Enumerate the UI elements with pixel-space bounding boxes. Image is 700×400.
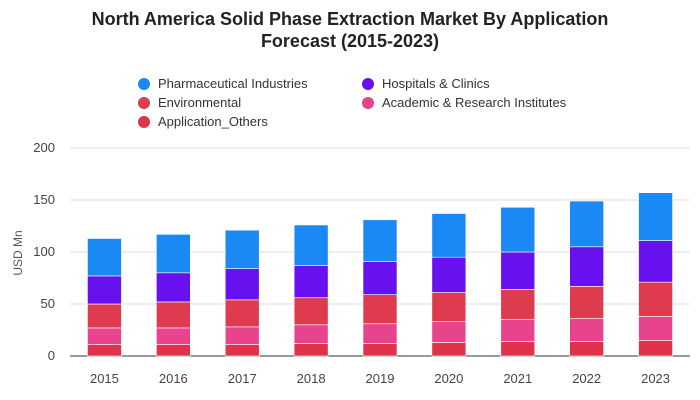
legend-item-hospitals[interactable]: Hospitals & Clinics <box>362 76 490 91</box>
bar-segment-environmental <box>293 297 329 326</box>
legend-dot <box>362 77 374 90</box>
bar-segment-application-others <box>569 341 604 357</box>
bar-segment-hospitals-clinics <box>638 240 673 283</box>
bar-segment-pharmaceutical-industries <box>293 224 329 266</box>
bar-segment-application-others <box>87 344 122 357</box>
bar-segment-hospitals-clinics <box>431 256 467 293</box>
x-axis: 2015 2016 2017 2018 2019 2020 2021 2022 2023 <box>90 371 670 386</box>
y-tick-label: 0 <box>48 348 55 363</box>
chart-title-line1: North America Solid Phase Extraction Mar… <box>91 9 609 29</box>
bar-segment-academic-research-institutes <box>224 326 260 345</box>
legend-label: Application_Others <box>158 114 268 129</box>
legend-label: Pharmaceutical Industries <box>158 76 308 91</box>
bar-segment-pharmaceutical-industries <box>431 213 467 258</box>
bar-segment-academic-research-institutes <box>362 323 398 344</box>
bar-stack-2016 <box>156 234 191 357</box>
bar-segment-application-others <box>224 344 260 357</box>
x-tick-label: 2020 <box>434 371 463 386</box>
legend-item-application-others[interactable]: Application_Others <box>138 114 268 129</box>
bar-segment-environmental <box>362 294 398 325</box>
bar-segment-pharmaceutical-industries <box>87 238 122 277</box>
legend-label: Hospitals & Clinics <box>382 76 490 91</box>
x-tick-label: 2015 <box>90 371 119 386</box>
bar-segment-application-others <box>431 342 467 357</box>
bar-segment-environmental <box>431 292 467 322</box>
bar-segment-pharmaceutical-industries <box>569 200 604 248</box>
legend-dot <box>138 115 150 128</box>
bar-segment-academic-research-institutes <box>500 319 536 342</box>
bar-segment-application-others <box>156 344 191 357</box>
bar-segment-environmental <box>569 286 604 319</box>
bar-segment-environmental <box>87 303 122 329</box>
legend-item-academic[interactable]: Academic & Research Institutes <box>362 95 566 110</box>
bar-segment-environmental <box>156 301 191 329</box>
bar-segment-academic-research-institutes <box>431 321 467 343</box>
bar-segment-academic-research-institutes <box>156 327 191 345</box>
bar-segment-academic-research-institutes <box>293 324 329 344</box>
x-tick-label: 2016 <box>159 371 188 386</box>
bar-segment-academic-research-institutes <box>638 316 673 341</box>
x-tick-label: 2023 <box>641 371 670 386</box>
y-tick-label: 200 <box>33 140 55 155</box>
legend-label: Environmental <box>158 95 242 110</box>
y-axis: 0 50 100 150 200 <box>33 140 55 363</box>
x-tick-label: 2021 <box>503 371 532 386</box>
bar-segment-hospitals-clinics <box>156 272 191 303</box>
bar-segment-hospitals-clinics <box>500 251 536 290</box>
y-axis-label: USD Mn <box>11 230 25 275</box>
bar-segment-application-others <box>362 343 398 357</box>
y-tick-label: 100 <box>33 244 55 259</box>
x-tick-label: 2018 <box>297 371 326 386</box>
bar-segment-application-others <box>500 341 536 357</box>
chart-title: North America Solid Phase Extraction Mar… <box>0 8 700 52</box>
bar-segment-hospitals-clinics <box>362 261 398 295</box>
bar-stack-2023 <box>638 192 673 357</box>
bar-segment-application-others <box>293 343 329 357</box>
bar-stack-2018 <box>293 224 329 357</box>
bar-segment-academic-research-institutes <box>87 327 122 345</box>
x-tick-label: 2022 <box>572 371 601 386</box>
bar-stack-2021 <box>500 206 536 357</box>
x-tick-label: 2017 <box>228 371 257 386</box>
bar-segment-academic-research-institutes <box>569 318 604 342</box>
legend-dot <box>138 96 150 109</box>
bar-segment-hospitals-clinics <box>569 246 604 287</box>
bar-segment-pharmaceutical-industries <box>362 219 398 262</box>
bar-segment-environmental <box>224 299 260 328</box>
legend-item-pharmaceutical[interactable]: Pharmaceutical Industries <box>138 76 308 91</box>
bar-segment-environmental <box>638 281 673 317</box>
bar-segment-pharmaceutical-industries <box>224 229 260 269</box>
bar-segment-application-others <box>638 340 673 357</box>
y-tick-label: 50 <box>41 296 55 311</box>
y-tick-label: 150 <box>33 192 55 207</box>
bar-stack-2020 <box>431 213 467 357</box>
chart-legend: Pharmaceutical Industries Hospitals & Cl… <box>138 76 598 136</box>
bar-stack-2015 <box>87 238 122 357</box>
bar-stack-2022 <box>569 200 604 357</box>
bar-stack-2019 <box>362 219 398 357</box>
legend-dot <box>362 96 374 109</box>
bar-stack-2017 <box>224 229 260 357</box>
legend-dot <box>138 77 150 90</box>
legend-label: Academic & Research Institutes <box>382 95 567 110</box>
bar-segment-pharmaceutical-industries <box>638 192 673 241</box>
bar-segment-environmental <box>500 289 536 320</box>
x-tick-label: 2019 <box>366 371 395 386</box>
bar-segment-pharmaceutical-industries <box>500 206 536 253</box>
bar-segment-pharmaceutical-industries <box>156 234 191 274</box>
chart-title-line2: Forecast (2015-2023) <box>260 31 440 51</box>
legend-item-environmental[interactable]: Environmental <box>138 95 241 110</box>
bar-segment-hospitals-clinics <box>293 265 329 299</box>
bar-segment-hospitals-clinics <box>87 275 122 305</box>
bar-stack-group <box>87 192 673 357</box>
bar-segment-hospitals-clinics <box>224 268 260 301</box>
